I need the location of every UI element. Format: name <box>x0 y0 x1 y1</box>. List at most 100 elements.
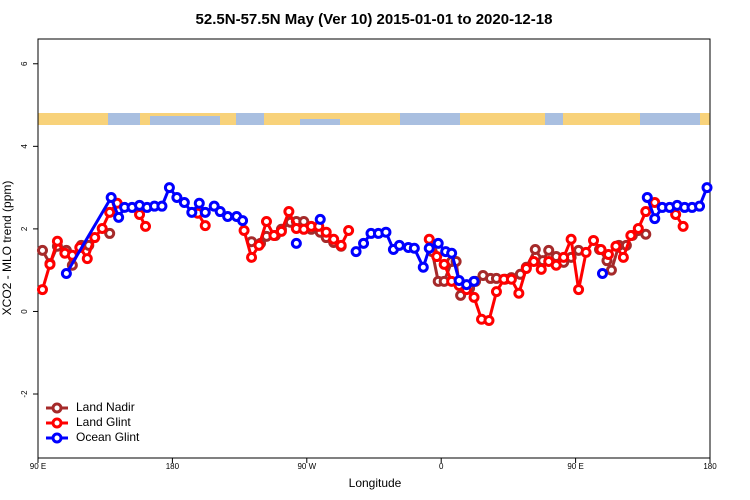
data-point <box>222 211 234 223</box>
data-point <box>432 237 444 249</box>
data-point <box>649 196 661 208</box>
data-point <box>520 263 532 275</box>
data-point <box>134 208 146 220</box>
legend-label: Land Nadir <box>76 400 135 414</box>
data-point <box>625 229 637 241</box>
data-point <box>358 237 370 249</box>
data-point <box>483 315 495 327</box>
data-point <box>350 246 362 258</box>
data-point <box>238 225 250 237</box>
data-point <box>199 220 211 232</box>
data-point <box>260 215 272 227</box>
x-tick-label: 180 <box>166 462 180 471</box>
y-tick-label: -2 <box>20 390 29 398</box>
data-point <box>535 263 547 275</box>
x-tick-label: 90 E <box>567 462 583 471</box>
x-axis-label: Longitude <box>349 476 402 490</box>
data-point <box>163 182 175 194</box>
data-point <box>573 284 585 296</box>
data-point <box>36 244 48 256</box>
legend-marker <box>51 402 63 414</box>
data-point <box>246 251 258 263</box>
data-point <box>335 239 347 251</box>
data-point <box>408 242 420 254</box>
chart-title: 52.5N-57.5N May (Ver 10) 2015-01-01 to 2… <box>196 11 553 28</box>
data-point <box>283 206 295 218</box>
data-point <box>438 258 450 270</box>
data-point <box>237 215 249 227</box>
map-strip <box>38 113 710 125</box>
x-tick-label: 90 W <box>297 462 316 471</box>
data-point <box>640 228 652 240</box>
data-point <box>113 211 125 223</box>
data-point <box>513 287 525 299</box>
data-point <box>275 225 287 237</box>
data-point <box>558 251 570 263</box>
data-point <box>104 227 116 239</box>
data-point <box>605 264 617 276</box>
data-point <box>565 233 577 245</box>
legend-marker <box>51 417 63 429</box>
data-point <box>423 233 435 245</box>
data-point <box>36 284 48 296</box>
y-tick-label: 6 <box>20 61 29 66</box>
data-point <box>423 242 435 254</box>
data-point <box>328 233 340 245</box>
data-point <box>529 244 541 256</box>
legend-marker <box>51 432 63 444</box>
data-point <box>490 286 502 298</box>
data-point <box>617 251 629 263</box>
data-point <box>468 275 480 287</box>
data-point <box>641 192 653 204</box>
data-point <box>543 244 555 256</box>
data-point <box>380 226 392 238</box>
data-point <box>649 213 661 225</box>
data-point <box>44 258 56 270</box>
y-axis-label: XCO2 - MLO trend (ppm) <box>0 181 14 316</box>
data-point <box>214 206 226 218</box>
data-point <box>343 225 355 237</box>
data-point <box>314 213 326 225</box>
data-point <box>701 182 713 194</box>
data-point <box>446 247 458 259</box>
data-point <box>580 246 592 258</box>
series <box>36 196 689 327</box>
data-point <box>602 248 614 260</box>
data-point <box>588 234 600 246</box>
x-tick-label: 180 <box>703 462 717 471</box>
y-tick-label: 2 <box>20 226 29 231</box>
data-point <box>694 200 706 212</box>
data-point <box>595 244 607 256</box>
legend-label: Land Glint <box>76 415 131 429</box>
data-point <box>104 206 116 218</box>
data-point <box>550 259 562 271</box>
data-point <box>60 267 72 279</box>
data-point <box>393 239 405 251</box>
data-point <box>417 261 429 273</box>
data-point <box>677 220 689 232</box>
data-point <box>290 237 302 249</box>
series <box>60 182 713 291</box>
data-point <box>140 220 152 232</box>
y-tick-label: 0 <box>20 309 29 314</box>
x-tick-label: 90 E <box>30 462 46 471</box>
y-tick-label: 4 <box>20 144 29 149</box>
data-point <box>528 256 540 268</box>
data-point <box>171 192 183 204</box>
data-point <box>105 192 117 204</box>
legend-label: Ocean Glint <box>76 430 140 444</box>
data-point <box>89 232 101 244</box>
data-point <box>505 273 517 285</box>
data-point <box>253 239 265 251</box>
data-point <box>610 240 622 252</box>
data-point <box>51 235 63 247</box>
data-point <box>81 253 93 265</box>
data-point <box>320 226 332 238</box>
data-point <box>468 291 480 303</box>
data-point <box>596 267 608 279</box>
data-point <box>431 251 443 263</box>
data-point <box>640 206 652 218</box>
data-point <box>96 222 108 234</box>
data-point <box>156 200 168 212</box>
